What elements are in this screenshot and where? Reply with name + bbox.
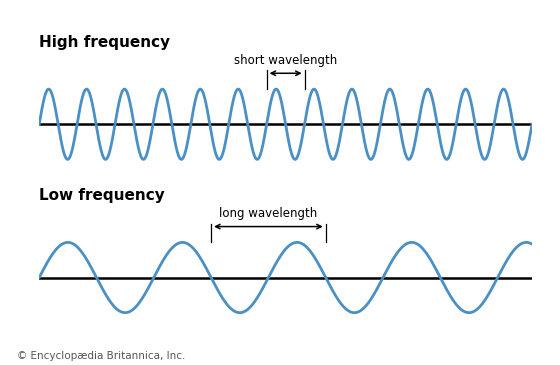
Text: © Encyclopædia Britannica, Inc.: © Encyclopædia Britannica, Inc. xyxy=(17,351,185,361)
Text: Low frequency: Low frequency xyxy=(39,188,165,203)
Text: short wavelength: short wavelength xyxy=(234,54,337,67)
Text: High frequency: High frequency xyxy=(39,35,170,50)
Text: long wavelength: long wavelength xyxy=(220,207,318,220)
